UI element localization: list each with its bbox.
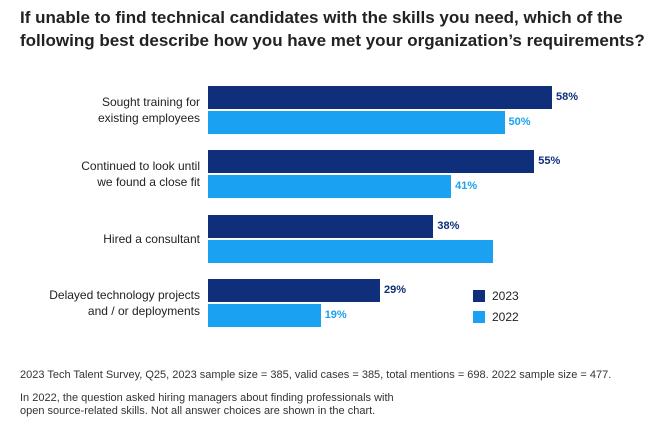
value-label: 19% <box>324 308 347 321</box>
value-label: 38% <box>437 219 460 232</box>
bar <box>208 214 434 238</box>
category-label: Delayed technology projects and / or dep… <box>49 287 200 318</box>
chart-title: If unable to find technical candidates w… <box>20 8 645 50</box>
value-label: 55% <box>538 155 561 168</box>
bar <box>208 303 321 327</box>
category-label: Continued to look until we found a close… <box>81 159 200 190</box>
bar <box>208 239 493 263</box>
legend-label: 2022 <box>492 310 519 324</box>
bar <box>208 175 452 199</box>
footnote: In 2022, the question asked hiring manag… <box>20 392 394 417</box>
legend-swatch <box>473 290 485 302</box>
legend-label: 2023 <box>492 289 519 303</box>
value-label: 58% <box>556 91 579 103</box>
value-label: 50% <box>508 116 531 128</box>
footnote: 2023 Tech Talent Survey, Q25, 2023 sampl… <box>20 369 612 381</box>
category-label: Hired a consultant <box>103 231 200 246</box>
bar <box>208 278 380 302</box>
category-label: Sought training for existing employees <box>97 95 200 125</box>
value-label: 41% <box>455 180 478 193</box>
value-label: 29% <box>384 283 407 296</box>
bar <box>208 150 535 174</box>
bar <box>208 86 552 109</box>
bar <box>208 111 505 134</box>
legend-swatch <box>473 311 485 323</box>
